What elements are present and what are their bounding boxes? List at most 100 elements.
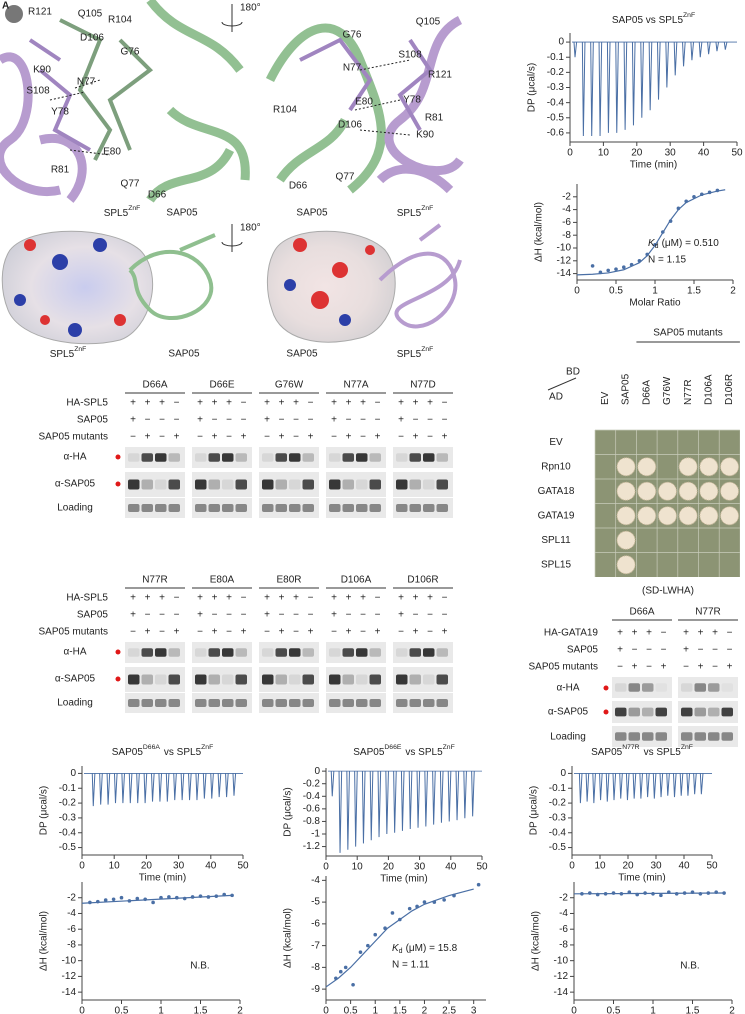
sign: − (375, 593, 381, 604)
blot-band (195, 453, 207, 462)
column-label: D106R (724, 374, 735, 405)
blot-band (694, 683, 706, 692)
sign: + (174, 432, 180, 443)
column-label: D106A (703, 374, 714, 405)
blot-band (642, 707, 654, 717)
n-annotation: N = 1.15 (648, 255, 687, 266)
sign: − (293, 627, 299, 638)
blot-band (329, 504, 341, 512)
injection-peak (605, 773, 610, 802)
sign: − (145, 610, 151, 621)
side-chains (28, 38, 91, 152)
blot-band (155, 504, 167, 512)
y-tick-label: -0.3 (549, 813, 567, 824)
residue-label: R81 (51, 165, 70, 176)
protein-label: SAP05 (166, 208, 198, 219)
kd-text: (μM) = 0.510 (662, 238, 720, 249)
row-label: SAP05 (77, 610, 109, 621)
sign: + (346, 627, 352, 638)
side-chains (299, 37, 433, 131)
data-point (358, 950, 363, 954)
blot-band (356, 504, 368, 512)
x-tick-label: 1 (158, 1006, 164, 1014)
data-point (373, 932, 378, 937)
ribbon (0, 52, 87, 203)
y-tick-label: -8 (67, 940, 76, 951)
blot-band (222, 699, 234, 707)
sign: − (427, 610, 433, 621)
fit-curve (325, 888, 474, 988)
injection-peak (632, 773, 637, 799)
blot-band (356, 699, 368, 707)
sign: − (241, 610, 247, 621)
x-tick-label: 0 (79, 1006, 85, 1014)
sign: − (442, 593, 448, 604)
row-label: α-SAP05 (55, 479, 96, 490)
injection-peak (158, 773, 163, 802)
data-point (588, 891, 592, 895)
sign: − (159, 627, 165, 638)
blot-band (423, 648, 435, 657)
injection-peak (210, 773, 214, 799)
blot-band (222, 453, 234, 462)
residue-label: G76 (121, 47, 140, 58)
x-tick-label: 20 (622, 861, 634, 872)
data-point (590, 264, 595, 268)
blot-band (681, 683, 693, 692)
chart-title: SAP05 vs SPL5ZnF (612, 12, 695, 26)
data-point (682, 891, 687, 895)
injection-peak (225, 773, 229, 798)
blot-band (436, 479, 448, 490)
sign: + (264, 610, 270, 621)
blot-band (342, 479, 354, 490)
colony (720, 481, 740, 501)
data-point (706, 891, 711, 895)
sign: + (145, 398, 151, 409)
sign: + (698, 628, 704, 639)
data-point (653, 243, 657, 247)
row-label: α-SAP05 (55, 674, 96, 685)
injection-peak (121, 773, 125, 804)
blot-band (628, 683, 640, 692)
blot-band (721, 732, 733, 741)
blot-band (128, 504, 140, 512)
rotation-label: 180° (240, 223, 261, 234)
sign: + (264, 398, 270, 409)
injection-peak (416, 771, 421, 828)
row-label: SAP05 mutants (39, 627, 108, 638)
sign: − (646, 645, 652, 656)
kd-symbol: K (392, 943, 400, 954)
injection-peak (369, 771, 374, 841)
row-label: SPL11 (541, 535, 571, 546)
sign: − (712, 645, 718, 656)
blot-band (642, 732, 654, 741)
sign: + (375, 627, 381, 638)
blot-band (155, 674, 167, 685)
residue-label: R121 (428, 70, 452, 81)
sign: − (360, 627, 366, 638)
row-label: α-HA (63, 647, 86, 658)
protein-label: SPL5ZnF (104, 205, 141, 219)
injection-peak (690, 42, 695, 61)
blot-band (356, 453, 368, 462)
sign: + (413, 432, 419, 443)
blot-band (302, 504, 314, 512)
kd-annotation: Kd (μM) = 0.510 (648, 238, 719, 250)
sign: − (727, 628, 733, 639)
data-point (452, 893, 456, 898)
chart-title-part: N77R (622, 744, 639, 751)
residue-label: N77 (77, 77, 96, 88)
y-tick-label: -2 (559, 892, 568, 903)
n-annotation: N = 1.11 (392, 960, 430, 971)
data-point (661, 230, 665, 234)
marker-dot (603, 685, 609, 691)
sign: − (346, 610, 352, 621)
y-tick-label: -0.6 (303, 803, 321, 814)
residue-label: Y78 (51, 107, 69, 118)
x-tick-label: 2 (730, 286, 736, 297)
blot-band (423, 453, 435, 462)
sign: − (375, 415, 381, 426)
sign: + (279, 627, 285, 638)
x-tick-label: 0.5 (607, 1006, 621, 1014)
blot-band (262, 453, 274, 462)
